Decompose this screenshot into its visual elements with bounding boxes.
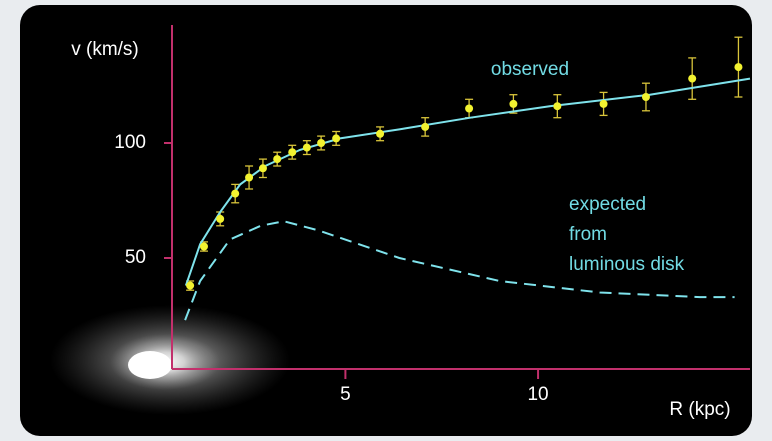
chart: v (km/s) R (kpc) observed expected from … <box>0 0 772 441</box>
data-point <box>303 144 311 152</box>
data-point <box>332 134 340 142</box>
annotation: from <box>569 224 607 245</box>
data-point <box>216 215 224 223</box>
data-point <box>688 75 696 83</box>
data-point <box>734 63 742 71</box>
data-point <box>465 105 473 113</box>
y-axis-label: v (km/s) <box>71 39 139 60</box>
data-point <box>376 130 384 138</box>
x-tick-label: 5 <box>340 384 351 405</box>
data-point <box>186 282 194 290</box>
x-tick-label: 10 <box>527 384 548 405</box>
annotation: observed <box>491 59 569 80</box>
data-point <box>421 123 429 131</box>
data-point <box>231 190 239 198</box>
x-axis-label: R (kpc) <box>669 399 730 420</box>
data-point <box>553 102 561 110</box>
y-tick-label: 50 <box>125 247 146 268</box>
annotation: expected <box>569 194 646 215</box>
data-point <box>245 174 253 182</box>
data-point <box>273 155 281 163</box>
galaxy-image <box>50 305 290 415</box>
data-point <box>259 164 267 172</box>
data-point <box>509 100 517 108</box>
data-point <box>317 139 325 147</box>
data-point <box>288 148 296 156</box>
annotation: luminous disk <box>569 254 685 275</box>
y-tick-label: 100 <box>114 132 146 153</box>
data-point <box>600 100 608 108</box>
data-point <box>200 243 208 251</box>
data-point <box>642 93 650 101</box>
